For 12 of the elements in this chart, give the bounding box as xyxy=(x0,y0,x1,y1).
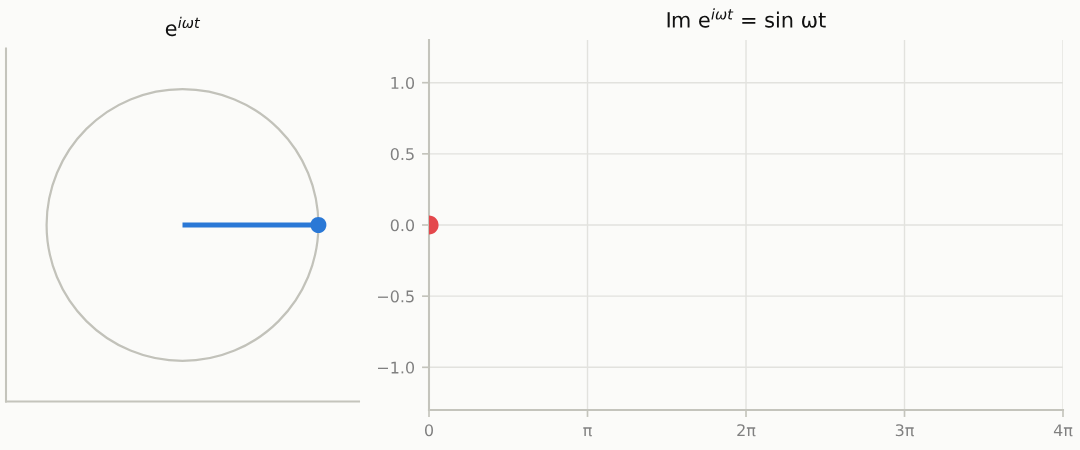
y-tick-label: −1.0 xyxy=(378,361,415,374)
x-tick-label: π xyxy=(583,427,592,437)
x-tick-label: 4π xyxy=(1053,424,1073,437)
x-tick-label: 0 xyxy=(424,424,434,437)
y-tick-label: 1.0 xyxy=(391,76,415,89)
y-tick-label: 0.0 xyxy=(390,219,415,232)
text: e$^{iωt}$ xyxy=(165,16,201,37)
chart-title: Im e$^{iωt}$ = sin ωt xyxy=(667,8,826,28)
y-tick-label: 0.5 xyxy=(390,148,414,161)
x-tick-label: 3π xyxy=(895,424,914,437)
x-tick-label: 2π xyxy=(737,424,756,437)
y-tick-label: −0.5 xyxy=(378,290,414,303)
